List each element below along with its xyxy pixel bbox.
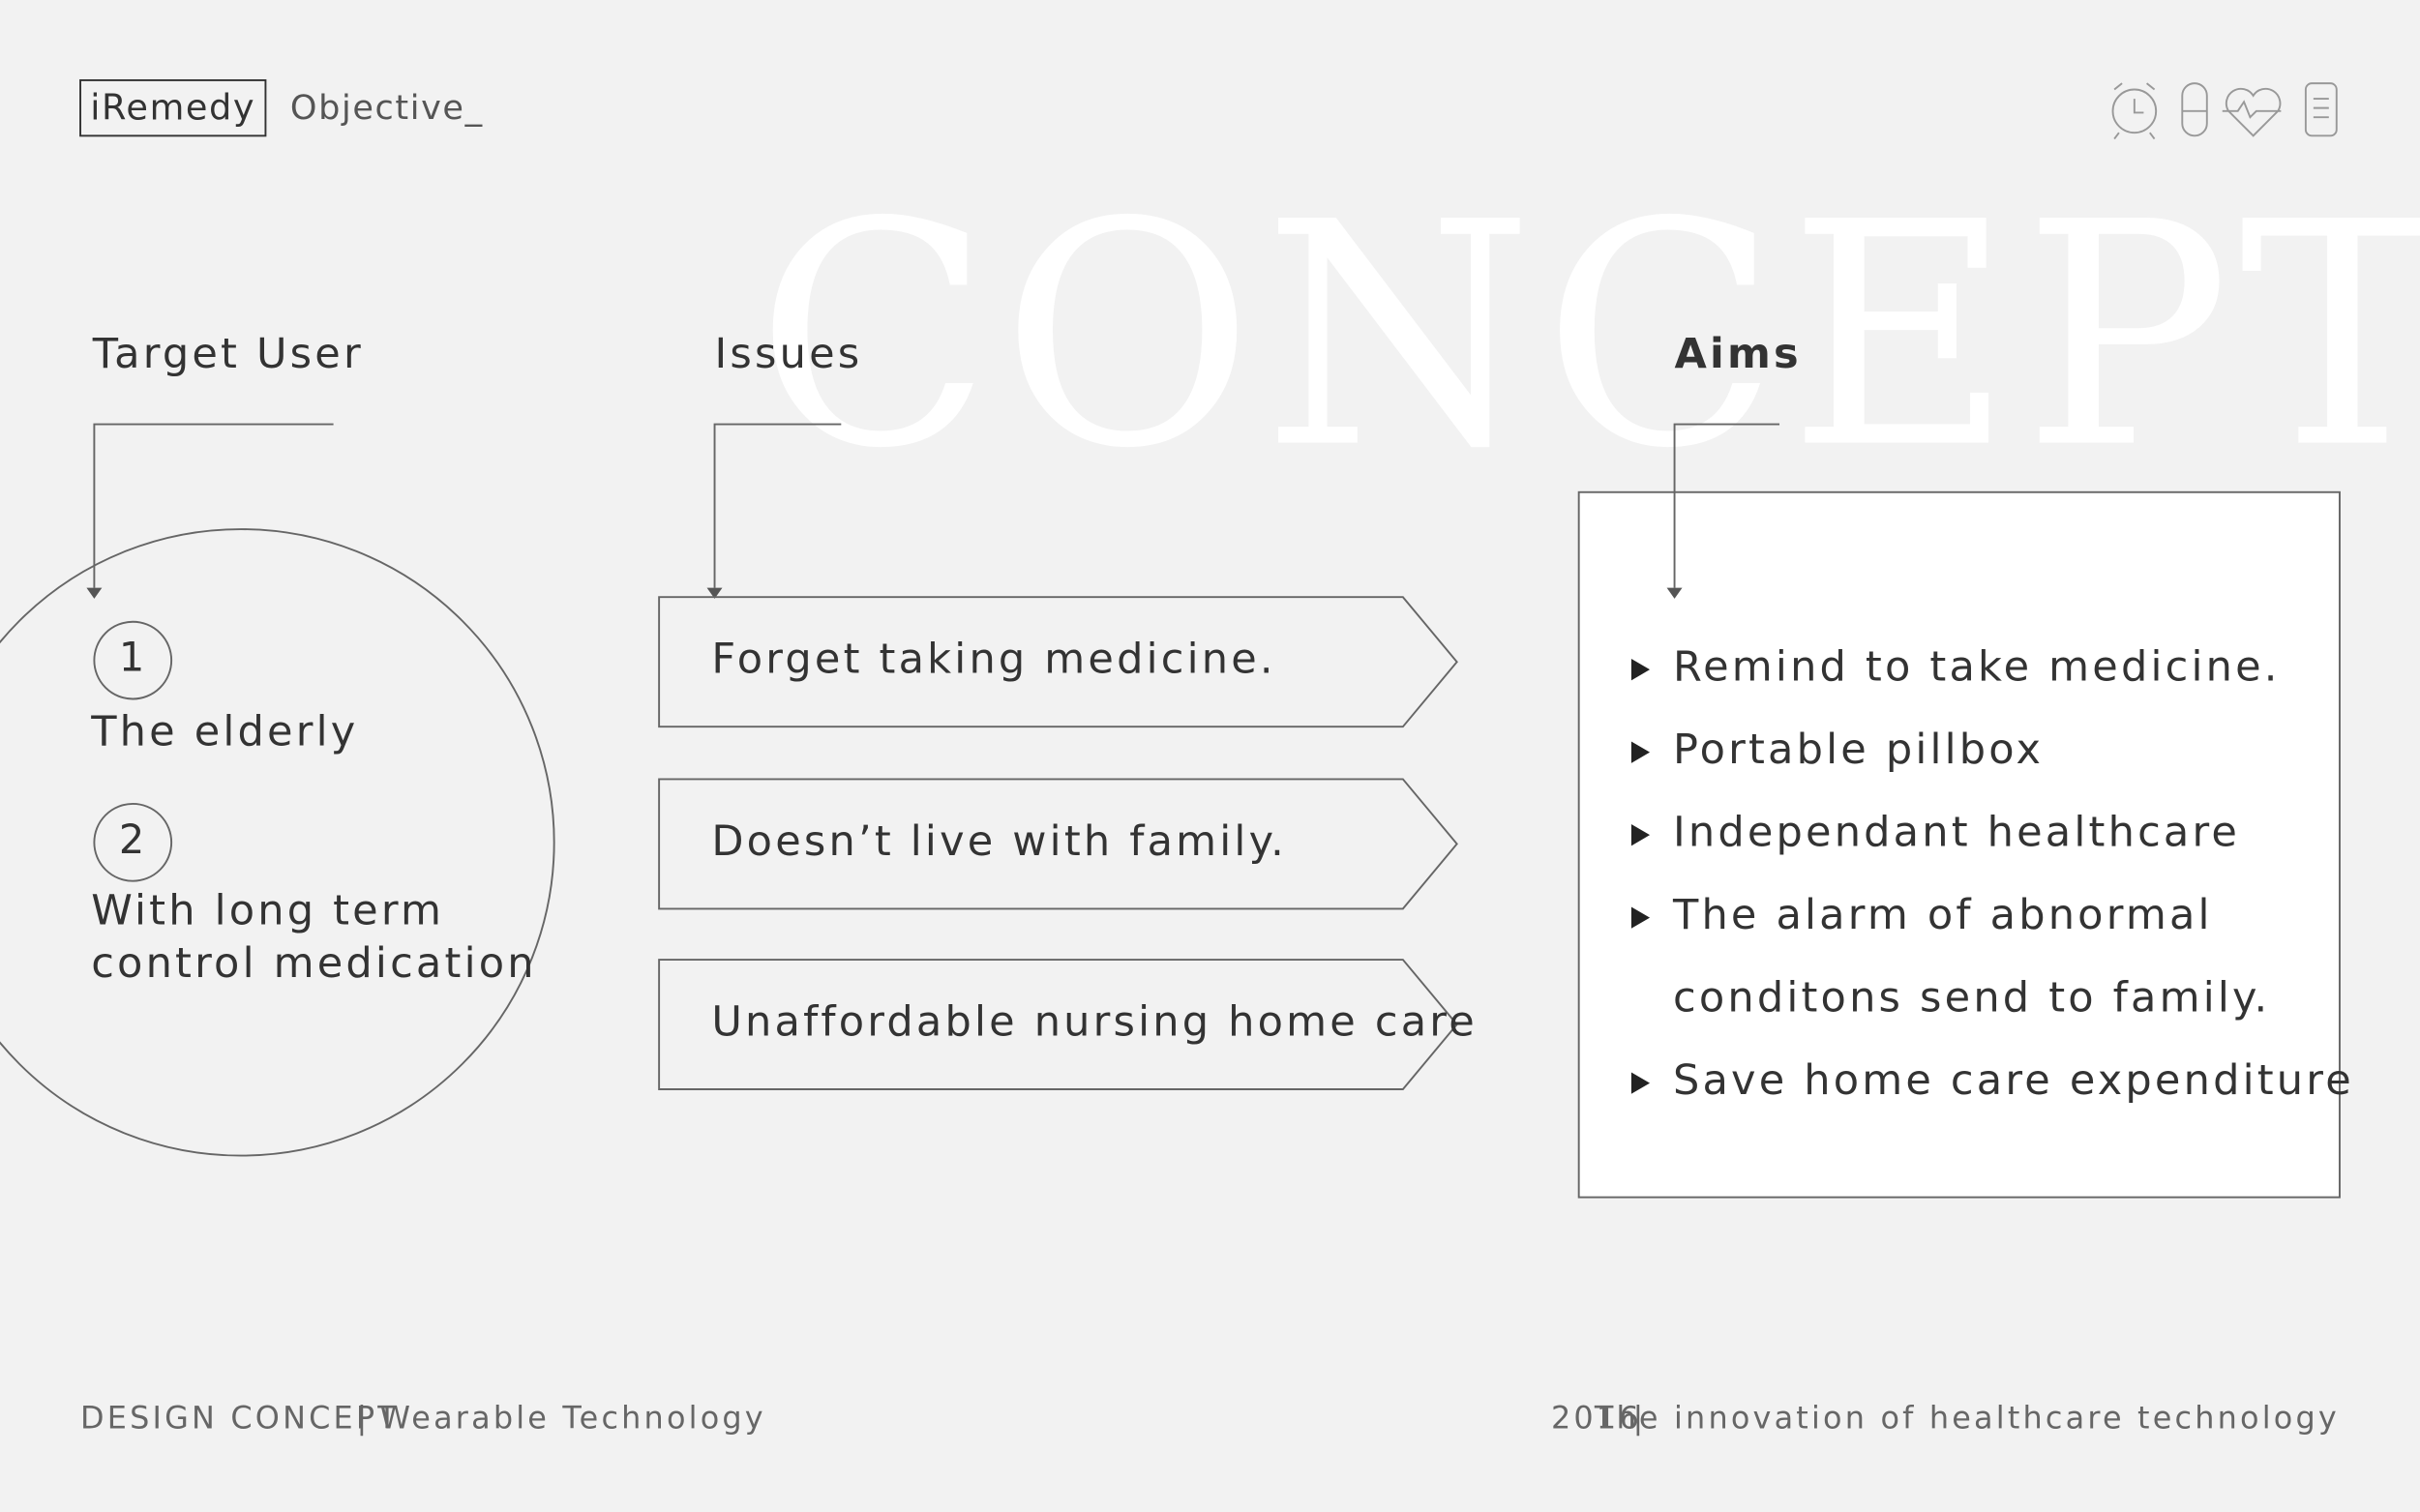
aims-list: Remind to take medicine. Portable pillbox… bbox=[1630, 643, 2354, 1105]
number: 1 bbox=[119, 635, 147, 681]
footer-year: 2016 bbox=[1551, 1399, 1642, 1436]
user-label: The elderly bbox=[90, 708, 358, 756]
connector bbox=[93, 423, 334, 588]
user-label: control medication bbox=[91, 939, 537, 988]
column-title: Target User bbox=[92, 330, 364, 378]
arrowhead bbox=[1666, 587, 1683, 599]
number-badge bbox=[93, 802, 173, 882]
circle bbox=[0, 528, 555, 1157]
issue: Unaffordable nursing home care bbox=[711, 998, 1478, 1047]
aim: Independant healthcare bbox=[1673, 809, 2240, 857]
brand-box bbox=[79, 78, 267, 137]
column-title: Aims bbox=[1675, 330, 1802, 378]
arrowhead bbox=[706, 587, 723, 599]
issue-arrow bbox=[658, 596, 1458, 728]
footer-label: DESIGN CONCEPT bbox=[80, 1399, 400, 1436]
number: 2 bbox=[119, 816, 147, 863]
bullet bbox=[1630, 1072, 1651, 1094]
aim: Remind to take medicine. bbox=[1673, 643, 2281, 692]
number-badge bbox=[93, 620, 173, 700]
footer-divider: | bbox=[357, 1399, 371, 1436]
icons bbox=[2111, 82, 2338, 140]
user-label: With long term bbox=[91, 887, 444, 935]
bullet bbox=[1630, 659, 1651, 681]
aim: conditons send to family. bbox=[1673, 974, 2270, 1023]
issue: Forget taking medicine. bbox=[711, 636, 1275, 684]
watermark: CONCEPT bbox=[756, 158, 2420, 517]
column-title: Issues bbox=[715, 330, 863, 378]
issue-arrow bbox=[658, 959, 1458, 1090]
issue: Doesn’t live with family. bbox=[711, 817, 1287, 866]
issue-arrow bbox=[658, 778, 1458, 910]
connector bbox=[1673, 423, 1780, 588]
aim: The alarm of abnormal bbox=[1672, 891, 2213, 939]
bullet bbox=[1630, 906, 1651, 929]
footer-divider: | bbox=[1633, 1399, 1647, 1436]
bullet bbox=[1630, 823, 1651, 846]
footer-text: Wearable Technology bbox=[379, 1399, 765, 1436]
footer-text: The innovation of healthcare technology bbox=[1594, 1399, 2340, 1436]
aim: Save home care expenditure bbox=[1673, 1056, 2354, 1105]
section: Objective_ bbox=[290, 88, 484, 128]
arrowhead bbox=[86, 587, 103, 599]
brand: iRemedy bbox=[90, 87, 255, 129]
bullet bbox=[1630, 741, 1651, 763]
aim: Portable pillbox bbox=[1673, 726, 2044, 774]
connector bbox=[713, 423, 842, 588]
aims-box bbox=[1577, 490, 2341, 1199]
